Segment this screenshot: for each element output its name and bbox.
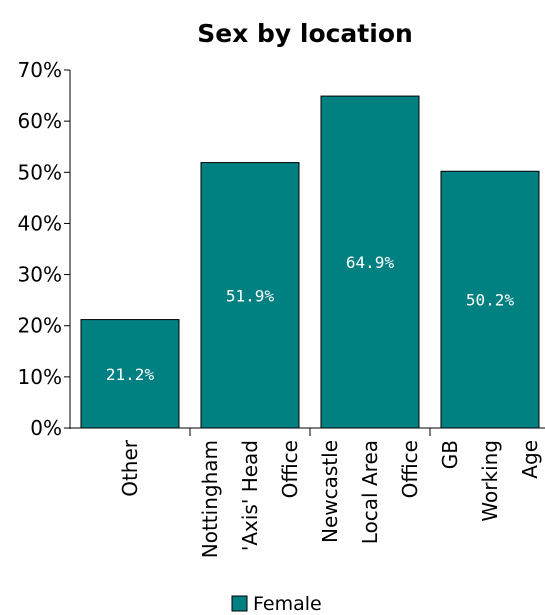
bars: 21.2% 51.9% 64.9% 50.2% (80, 95, 540, 429)
data-label: 64.9% (346, 253, 395, 272)
legend: Female (231, 593, 322, 615)
bar (80, 319, 180, 429)
legend-label: Female (253, 593, 322, 615)
y-tick-label: 50% (18, 160, 62, 184)
x-category-label: Nottingham (198, 440, 222, 558)
y-tick-label: 40% (18, 211, 62, 235)
y-tick-label: 70% (18, 58, 62, 82)
x-category-label: 'Axis' Head (238, 440, 262, 551)
y-tick-label: 30% (18, 263, 62, 287)
x-axis: Other Nottingham 'Axis' Head Office Newcastl… (70, 427, 545, 558)
x-category-label: Working (478, 440, 502, 522)
y-tick-label: 60% (18, 109, 62, 133)
x-category-label: Other (118, 439, 142, 497)
x-category-label: Office (278, 440, 302, 498)
legend-swatch (231, 595, 248, 612)
y-tick-label: 20% (18, 314, 62, 338)
y-axis: 0% 10% 20% 30% 40% 50% 60% 70% (18, 58, 71, 440)
data-label: 51.9% (226, 286, 275, 305)
x-category-label: GB (438, 440, 462, 469)
data-label: 21.2% (106, 365, 155, 384)
chart-title: Sex by location (197, 19, 413, 48)
y-tick-label: 10% (18, 365, 62, 389)
y-tick-label: 0% (30, 416, 62, 440)
x-category-label: Office (398, 440, 422, 498)
x-category-label: Local Area (358, 440, 382, 544)
x-category-label: Newcastle (318, 440, 342, 543)
x-category-label: Age (518, 440, 542, 479)
data-label: 50.2% (466, 291, 515, 310)
